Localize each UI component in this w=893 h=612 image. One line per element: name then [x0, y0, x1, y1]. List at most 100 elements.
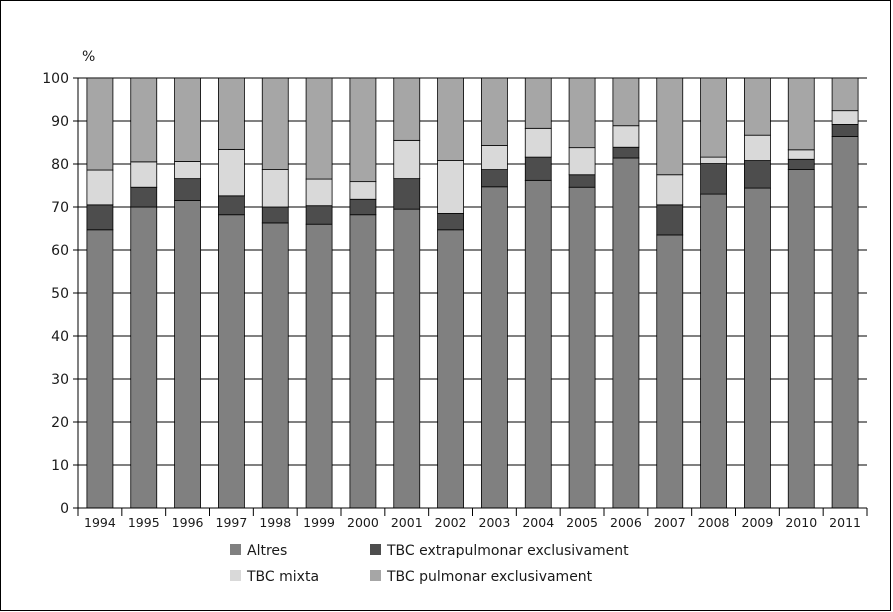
- bar-segment: [437, 77, 464, 161]
- legend: Altres TBC extrapulmonar exclusivament TBC…: [230, 543, 629, 585]
- bar-segment: [612, 157, 640, 509]
- bar-segment: [831, 77, 859, 112]
- bar-segment: [787, 77, 815, 151]
- bar-segment: [261, 206, 289, 224]
- bar-segment: [218, 214, 245, 509]
- bar-segment: [437, 160, 464, 214]
- x-tick-label: 1995: [128, 515, 160, 530]
- bar-segment: [174, 178, 201, 201]
- x-tick-label: 1996: [172, 515, 204, 530]
- y-tick-label: 20: [51, 415, 69, 431]
- y-tick-label: 0: [60, 501, 69, 517]
- y-tick-label: 40: [51, 329, 69, 345]
- bar-segment: [481, 186, 508, 509]
- bar-segment: [481, 169, 508, 188]
- bar-segment: [130, 206, 158, 509]
- gridlines: [78, 77, 867, 466]
- bar-segment: [86, 204, 114, 231]
- y-tick-label: 60: [51, 243, 69, 259]
- bar-segment: [568, 77, 596, 149]
- bar-segment: [700, 193, 727, 509]
- x-tick-label: 2003: [479, 515, 511, 530]
- bar-segment: [568, 174, 596, 188]
- bar-segment: [656, 77, 684, 176]
- bar-segment: [568, 147, 596, 176]
- bar-segment: [481, 145, 508, 170]
- bar-segment: [393, 139, 421, 180]
- bar-segment: [700, 77, 727, 158]
- bar-segment: [261, 222, 289, 509]
- bar-segment: [305, 205, 333, 225]
- bar-segment: [656, 204, 684, 236]
- bar-segment: [393, 77, 421, 141]
- bar-segment: [612, 125, 640, 148]
- legend-label: Altres: [247, 543, 287, 559]
- bar-segment: [130, 161, 158, 188]
- bars: [86, 77, 859, 509]
- x-tick-label: 2010: [785, 515, 817, 530]
- y-tick-label: 90: [51, 114, 69, 130]
- legend-label: TBC pulmonar exclusivament: [386, 569, 593, 585]
- bar-segment: [86, 77, 114, 171]
- x-tick-label: 2006: [610, 515, 642, 530]
- y-axis: 0 10 20 30 40 50 60 70 80 90 100: [42, 71, 79, 517]
- bar-segment: [656, 234, 684, 509]
- bar-segment: [568, 186, 596, 509]
- bar-segment: [86, 169, 114, 206]
- legend-swatch: [370, 544, 381, 555]
- bar-segment: [130, 186, 158, 208]
- bar-segment: [305, 77, 333, 180]
- bar-segment: [349, 214, 377, 509]
- bar-segment: [174, 200, 201, 509]
- bar-segment: [261, 77, 289, 170]
- bar-segment: [218, 148, 245, 197]
- x-tick-label: 2002: [435, 515, 467, 530]
- x-tick-label: 2005: [566, 515, 598, 530]
- bar-segment: [524, 179, 552, 509]
- y-tick-label: 80: [51, 157, 69, 173]
- bar-segment: [744, 77, 771, 136]
- x-tick-label: 2001: [391, 515, 423, 530]
- bar-segment: [174, 161, 201, 180]
- x-tick-label: 2000: [347, 515, 379, 530]
- x-tick-label: 2008: [698, 515, 730, 530]
- bar-segment: [437, 229, 464, 509]
- bar-segment: [174, 77, 201, 162]
- bar-segment: [612, 77, 640, 127]
- x-tick-label: 1994: [84, 515, 116, 530]
- y-tick-label: 50: [51, 286, 69, 302]
- bar-segment: [787, 158, 815, 170]
- x-tick-label: 2011: [829, 515, 861, 530]
- x-tick-label: 2009: [742, 515, 774, 530]
- bar-segment: [349, 181, 377, 200]
- bar-segment: [349, 198, 377, 216]
- x-tick-label: 2004: [522, 515, 554, 530]
- legend-label: TBC extrapulmonar exclusivament: [386, 543, 629, 559]
- bar-segment: [261, 169, 289, 208]
- legend-label: TBC mixta: [246, 569, 319, 585]
- x-axis: 1994 1995 1996 1997 1998 1999 2000 2001 2002 2003…: [77, 507, 868, 530]
- bar-segment: [130, 77, 158, 163]
- x-tick-label: 2007: [654, 515, 686, 530]
- legend-swatch: [230, 570, 241, 581]
- x-tick-label: 1998: [259, 515, 291, 530]
- bar-segment: [700, 163, 727, 195]
- y-tick-label: 30: [51, 372, 69, 388]
- bar-segment: [700, 156, 727, 164]
- bar-segment: [218, 77, 245, 150]
- bar-segment: [787, 169, 815, 509]
- bar-segment: [656, 174, 684, 206]
- x-tick-label: 1997: [216, 515, 248, 530]
- bar-segment: [612, 146, 640, 159]
- bar-segment: [524, 127, 552, 158]
- bar-segment: [744, 134, 771, 161]
- y-axis-label: %: [82, 49, 95, 65]
- legend-swatch: [230, 544, 241, 555]
- bar-segment: [481, 77, 508, 146]
- bar-segment: [437, 213, 464, 231]
- bar-segment: [393, 178, 421, 210]
- bar-segment: [524, 156, 552, 181]
- y-tick-label: 100: [42, 71, 69, 87]
- bar-segment: [349, 77, 377, 183]
- y-tick-label: 70: [51, 200, 69, 216]
